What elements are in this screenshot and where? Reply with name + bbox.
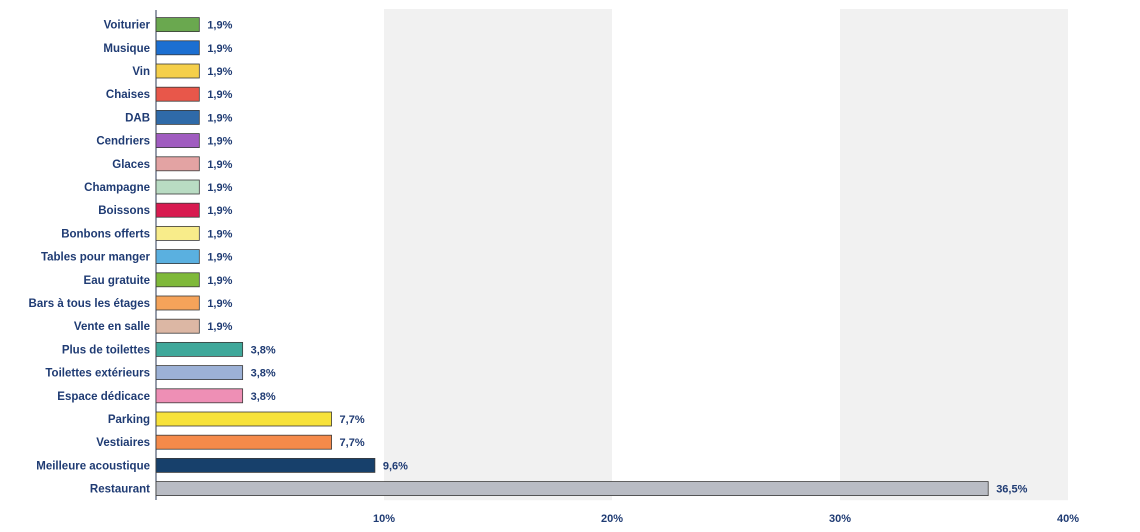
value-label: 1,9%: [207, 228, 232, 240]
category-label: Toilettes extérieurs: [45, 368, 150, 380]
bar: [155, 63, 200, 79]
category-label: Voiturier: [104, 20, 151, 32]
value-label: 1,9%: [207, 159, 232, 171]
value-label: 36,5%: [996, 484, 1027, 496]
bar: [155, 202, 200, 218]
category-label: Restaurant: [90, 484, 150, 496]
value-label: 3,8%: [251, 391, 276, 403]
grid-band: [384, 9, 612, 501]
x-tick-label: 40%: [1057, 513, 1079, 525]
category-label: DAB: [125, 112, 150, 124]
category-label: Musique: [103, 43, 150, 55]
bar: [155, 341, 244, 357]
x-tick-label: 30%: [829, 513, 851, 525]
category-label: Vin: [132, 66, 150, 78]
category-label: Espace dédicace: [57, 391, 150, 403]
grid-bands: [384, 9, 1068, 501]
grid-band: [840, 9, 1068, 501]
category-label: Parking: [108, 414, 150, 426]
value-label: 1,9%: [207, 205, 232, 217]
bar: [155, 249, 200, 265]
bar: [155, 225, 200, 241]
value-label: 1,9%: [207, 89, 232, 101]
x-tick-label: 20%: [601, 513, 623, 525]
category-label: Bonbons offerts: [61, 228, 150, 240]
value-label: 1,9%: [207, 112, 232, 124]
value-label: 1,9%: [207, 182, 232, 194]
bar: [155, 86, 200, 102]
value-label: 1,9%: [207, 298, 232, 310]
bar: [155, 133, 200, 149]
bar: [155, 179, 200, 195]
value-label: 1,9%: [207, 252, 232, 264]
x-tick-label: 10%: [373, 513, 395, 525]
value-label: 1,9%: [207, 136, 232, 148]
value-label: 3,8%: [251, 344, 276, 356]
bar: [155, 365, 244, 381]
value-label: 3,8%: [251, 368, 276, 380]
category-label: Vente en salle: [74, 321, 150, 333]
bars-group: Voiturier 1,9% Musique 1,9% Vin 1,9% Chaises 1,…: [29, 17, 1028, 497]
bar: [155, 318, 200, 334]
bar: [155, 481, 989, 497]
category-label: Bars à tous les étages: [29, 298, 150, 310]
bar: [155, 40, 200, 56]
category-label: Plus de toilettes: [62, 344, 150, 356]
value-label: 7,7%: [340, 414, 365, 426]
category-label: Cendriers: [96, 136, 150, 148]
category-label: Champagne: [84, 182, 150, 194]
bar: [155, 388, 244, 404]
value-label: 1,9%: [207, 43, 232, 55]
value-label: 1,9%: [207, 321, 232, 333]
category-label: Glaces: [112, 159, 150, 171]
category-label: Meilleure acoustique: [36, 460, 150, 472]
x-axis-ticks: 10% 20% 30% 40%: [373, 513, 1079, 525]
category-label: Chaises: [106, 89, 150, 101]
category-label: Eau gratuite: [84, 275, 150, 287]
bar: [155, 110, 200, 125]
category-label: Tables pour manger: [41, 252, 151, 264]
category-label: Vestiaires: [96, 437, 150, 449]
bar: [155, 411, 332, 427]
bar: [155, 295, 200, 311]
bar: [155, 272, 200, 288]
category-label: Boissons: [98, 205, 150, 217]
value-label: 1,9%: [207, 66, 232, 78]
bar: [155, 434, 332, 450]
bar: [155, 457, 376, 473]
value-label: 9,6%: [383, 460, 408, 472]
value-label: 7,7%: [340, 437, 365, 449]
bar: [155, 156, 200, 172]
bar: [155, 17, 200, 33]
value-label: 1,9%: [207, 275, 232, 287]
value-label: 1,9%: [207, 20, 232, 32]
